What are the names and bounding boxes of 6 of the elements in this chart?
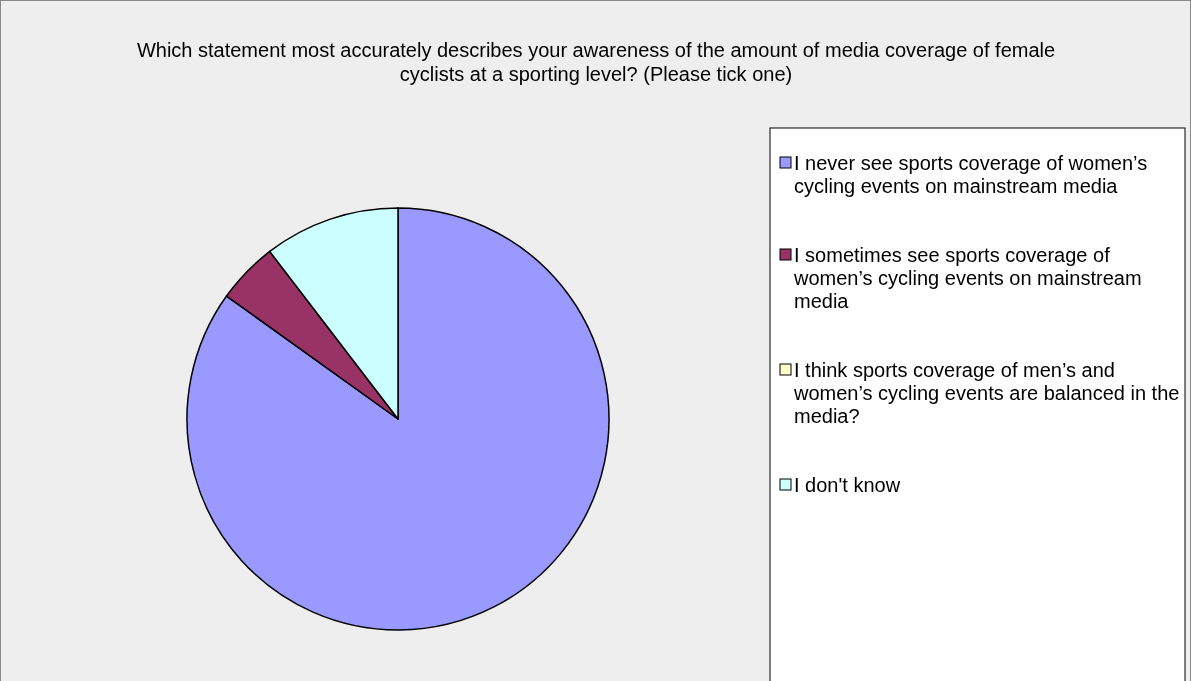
legend-label: I don't know: [794, 474, 901, 496]
pie-slice: [186, 207, 610, 631]
legend-label: I sometimes see sports coverage of women’s cycling events on mainstream media: [793, 244, 1142, 312]
legend-label: I never see sports coverage of women’s cycling events on mainstream media: [794, 152, 1148, 197]
chart-title: Which statement most accurately describes your awareness of the amount of media coverage of female cyclists at a sporting level? (Please tick one): [136, 39, 1056, 85]
legend-label: I think sports coverage of men’s and women’s cycling events are balanced in the media?: [793, 359, 1180, 427]
